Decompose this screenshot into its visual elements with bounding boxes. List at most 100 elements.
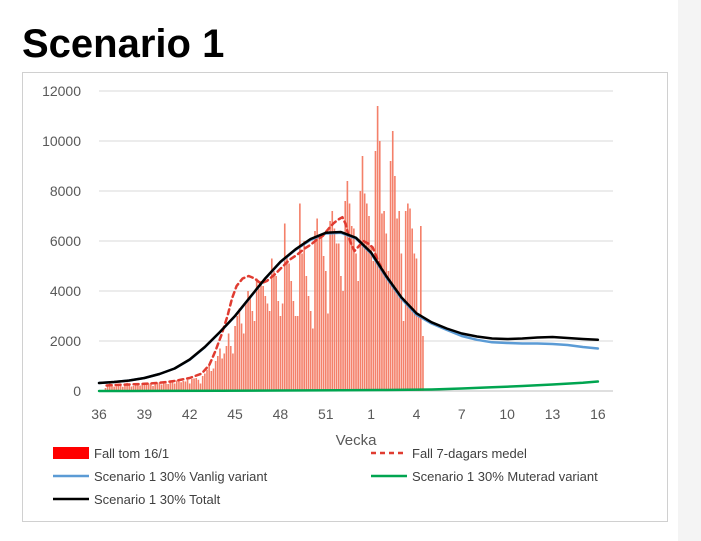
bar <box>324 271 327 391</box>
bar <box>281 303 284 391</box>
bar <box>104 388 107 391</box>
bar <box>340 276 342 391</box>
slide-title: Scenario 1 <box>22 22 225 66</box>
bar <box>277 301 280 391</box>
bar <box>126 382 128 391</box>
bar <box>366 203 368 391</box>
bar <box>357 281 359 391</box>
x-tick-label: 13 <box>545 406 561 422</box>
bar <box>342 291 344 391</box>
bar <box>290 281 293 391</box>
bar <box>111 384 113 391</box>
line-7-dagars-medel <box>105 215 388 387</box>
bar <box>260 281 262 391</box>
legend-label: Fall tom 16/1 <box>94 446 169 461</box>
bar <box>201 376 204 391</box>
bar <box>147 383 150 391</box>
bar <box>385 233 388 391</box>
bar <box>169 382 172 391</box>
x-tick-label: 39 <box>137 406 153 422</box>
bar <box>275 276 277 391</box>
bar <box>309 311 312 391</box>
y-tick-label: 8000 <box>50 183 81 199</box>
chart-frame: 0 2000 4000 6000 8000 10000 12000 36 39 42 45 48 51 1… <box>22 72 668 522</box>
y-tick-label: 0 <box>73 383 81 399</box>
bar <box>258 288 260 391</box>
bar <box>396 218 398 391</box>
bar <box>381 213 383 391</box>
bars-fall <box>104 106 424 391</box>
bar <box>331 211 334 391</box>
bar <box>327 313 329 391</box>
bar <box>253 321 256 391</box>
bar <box>178 381 180 391</box>
bar <box>145 383 148 391</box>
bar <box>415 258 418 391</box>
bar <box>158 382 161 391</box>
bar <box>219 348 221 391</box>
bar <box>204 373 206 391</box>
legend: Fall tom 16/1 Fall 7-dagars medel Scenario… <box>53 446 598 507</box>
bar <box>109 383 111 391</box>
legend-item: Fall tom 16/1 <box>53 446 169 461</box>
bar <box>359 191 362 391</box>
bar <box>214 361 217 391</box>
bar <box>249 296 252 391</box>
line-vanlig-variant <box>97 231 600 385</box>
bar <box>286 256 288 391</box>
y-tick-label: 12000 <box>42 83 81 99</box>
x-tick-label: 45 <box>227 406 243 422</box>
bar <box>346 181 349 391</box>
bar <box>320 236 323 391</box>
bar <box>130 386 133 391</box>
bar <box>191 379 193 391</box>
bar <box>188 383 191 391</box>
bar <box>400 253 403 391</box>
y-tick-label: 4000 <box>50 283 81 299</box>
bar <box>119 385 122 391</box>
bar <box>335 243 338 391</box>
bar <box>141 384 144 391</box>
bar <box>152 386 154 391</box>
line-totalt <box>97 230 600 385</box>
bar <box>407 203 409 391</box>
bar <box>175 380 178 391</box>
bar <box>266 303 269 391</box>
legend-item: Fall 7-dagars medel <box>371 446 527 461</box>
bar <box>413 253 416 391</box>
bar <box>402 321 405 391</box>
bar <box>208 366 210 391</box>
x-tick-label: 10 <box>499 406 515 422</box>
bar <box>307 296 310 391</box>
x-tick-label: 16 <box>590 406 606 422</box>
bar <box>121 386 124 391</box>
bar <box>279 316 282 391</box>
scenario-chart: 0 2000 4000 6000 8000 10000 12000 36 39 42 45 48 51 1… <box>42 83 613 507</box>
bar <box>370 246 372 391</box>
bar <box>234 326 236 391</box>
bar <box>199 383 202 391</box>
x-axis-title: Vecka <box>336 432 378 449</box>
bar <box>238 308 241 391</box>
bar <box>251 311 254 391</box>
bar <box>301 253 303 391</box>
bar <box>355 253 357 391</box>
bar <box>221 358 223 391</box>
bar <box>206 369 208 391</box>
line-muterad-variant <box>97 380 600 393</box>
bar <box>299 203 301 391</box>
bar <box>283 223 286 391</box>
bar <box>184 381 187 391</box>
bar <box>182 381 185 391</box>
bar <box>132 386 135 391</box>
bar <box>329 221 331 391</box>
bar <box>333 228 336 391</box>
bar <box>240 323 243 391</box>
bar <box>143 384 146 391</box>
bar <box>225 346 228 391</box>
bar <box>180 382 182 391</box>
bar <box>288 263 290 391</box>
bar <box>186 379 189 391</box>
y-tick-label: 10000 <box>42 133 81 149</box>
bar <box>210 371 213 391</box>
